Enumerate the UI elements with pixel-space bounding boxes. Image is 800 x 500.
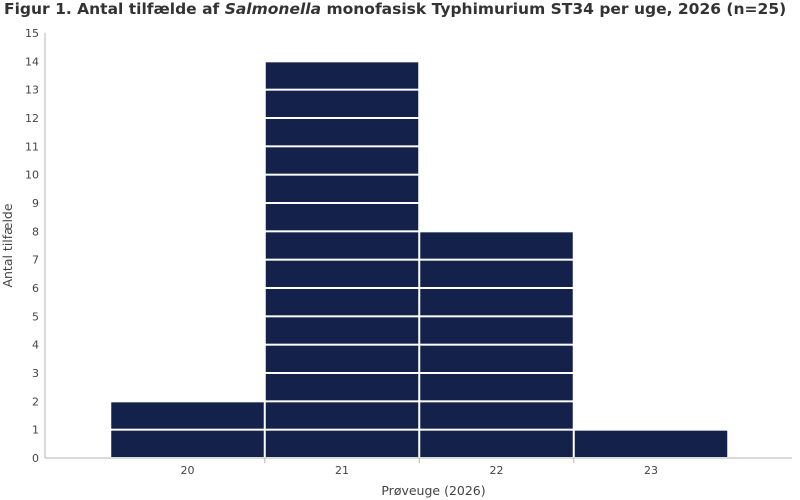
y-tick-label: 9 [32, 197, 39, 210]
chart-title: Figur 1. Antal tilfælde af Salmonella mo… [4, 0, 786, 18]
bar-block [265, 175, 419, 202]
bar-week-21 [265, 62, 419, 457]
bar-block [420, 374, 573, 401]
chart-title-italic: Salmonella [224, 0, 322, 18]
y-tick-label: 15 [25, 27, 39, 40]
bar-block [265, 204, 419, 231]
y-axis-label: Antal tilfælde [0, 203, 15, 287]
bar-block [265, 260, 419, 287]
y-tick-label: 11 [25, 140, 39, 153]
y-tick-label: 3 [32, 367, 39, 380]
bar-block [265, 62, 419, 89]
y-tick-label: 2 [32, 395, 39, 408]
bars [111, 62, 728, 457]
bar-block [420, 232, 573, 259]
bar-block [420, 430, 573, 457]
bar-block [420, 317, 573, 344]
bar-block [265, 345, 419, 372]
bar-block [420, 402, 573, 429]
bar-block [265, 90, 419, 117]
x-tick-label: 21 [335, 464, 349, 477]
bar-block [265, 317, 419, 344]
bar-block [265, 430, 419, 457]
bar-week-22 [420, 232, 573, 457]
y-tick-label: 12 [25, 112, 39, 125]
x-axis-label: Prøveuge (2026) [381, 483, 485, 498]
bar-week-20 [111, 402, 264, 457]
y-tick-label: 6 [32, 282, 39, 295]
y-tick-label: 4 [32, 339, 39, 352]
bar-block [265, 147, 419, 174]
bar-block [420, 260, 573, 287]
y-tick-label: 5 [32, 310, 39, 323]
x-tick-label: 23 [644, 464, 658, 477]
bar-block [265, 232, 419, 259]
bar-block [265, 289, 419, 316]
chart-title-prefix: Figur 1. Antal tilfælde af [4, 0, 225, 18]
bar-block [265, 402, 419, 429]
bar-week-23 [574, 430, 728, 457]
y-tick-label: 14 [25, 55, 39, 68]
bar-block [420, 345, 573, 372]
y-tick-label: 13 [25, 84, 39, 97]
y-tick-label: 10 [25, 169, 39, 182]
x-tick-label: 22 [490, 464, 504, 477]
chart-title-suffix: monofasisk Typhimurium ST34 per uge, 202… [321, 0, 787, 18]
y-tick-label: 0 [32, 452, 39, 465]
bar-block [111, 430, 264, 457]
y-tick-label: 1 [32, 424, 39, 437]
y-tick-label: 8 [32, 225, 39, 238]
bar-block [420, 289, 573, 316]
bar-block [574, 430, 728, 457]
bar-block [265, 119, 419, 146]
bar-block [111, 402, 264, 429]
bar-block [265, 374, 419, 401]
y-tick-label: 7 [32, 254, 39, 267]
x-tick-label: 20 [181, 464, 195, 477]
x-axis-ticks: 20 21 22 23 [181, 458, 658, 477]
